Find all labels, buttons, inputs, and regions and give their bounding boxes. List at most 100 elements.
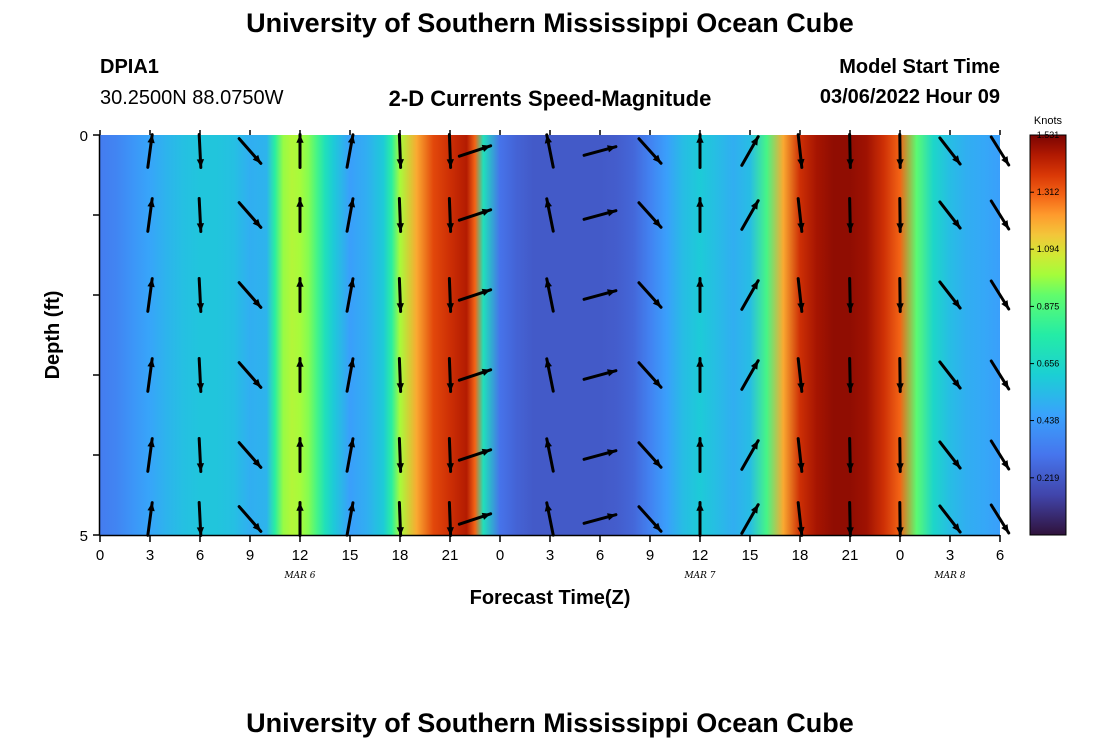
x-tick-label: 0 xyxy=(896,547,904,564)
x-tick-label: 15 xyxy=(342,547,359,564)
current-vector xyxy=(237,281,263,309)
x-tick-label: 0 xyxy=(96,547,104,564)
current-vector xyxy=(457,368,493,382)
current-vector xyxy=(345,133,356,169)
current-vector xyxy=(696,197,704,233)
x-tick-label: 9 xyxy=(646,547,654,564)
current-vector xyxy=(345,197,356,233)
current-vector xyxy=(345,277,356,313)
current-vector xyxy=(345,437,356,473)
current-vector xyxy=(237,505,263,533)
colorbar-tick-label: 0.656 xyxy=(1037,359,1060,369)
current-vector xyxy=(846,277,854,313)
current-vector xyxy=(296,277,304,313)
current-vector xyxy=(938,200,962,230)
current-vector xyxy=(846,437,854,473)
model-start-label: Model Start Time xyxy=(839,56,1000,78)
current-vector xyxy=(396,501,404,537)
current-vector xyxy=(796,197,805,233)
current-vector xyxy=(457,288,493,302)
current-vector xyxy=(989,279,1011,311)
x-tick-label: 9 xyxy=(246,547,254,564)
current-vector xyxy=(196,357,205,393)
current-vector xyxy=(237,441,263,469)
current-vector xyxy=(896,501,904,537)
x-axis-label: Forecast Time(Z) xyxy=(470,587,631,609)
current-vector xyxy=(582,209,618,221)
current-vector xyxy=(740,359,760,391)
x-tick-label: 12 xyxy=(692,547,709,564)
current-vector xyxy=(296,133,304,169)
current-vector xyxy=(446,133,454,169)
current-vector xyxy=(396,277,404,313)
current-vector xyxy=(196,133,205,169)
current-vector xyxy=(237,361,263,389)
x-tick-label: 6 xyxy=(996,547,1004,564)
x-tick-label: 3 xyxy=(946,547,954,564)
current-vector xyxy=(989,359,1011,391)
current-vector xyxy=(846,197,854,233)
chart-subtitle: 2-D Currents Speed-Magnitude xyxy=(388,86,712,111)
current-vector xyxy=(446,277,454,313)
station-id: DPIA1 xyxy=(100,56,159,78)
current-vector xyxy=(146,133,155,169)
current-vector xyxy=(544,277,555,313)
current-vector xyxy=(637,201,663,229)
colorbar-tick-label: 1.312 xyxy=(1037,187,1060,197)
current-vector xyxy=(989,503,1011,535)
current-vector xyxy=(896,133,904,169)
current-vector xyxy=(457,448,493,462)
colorbar-tick-label: 0.438 xyxy=(1037,416,1060,426)
current-vector xyxy=(696,277,704,313)
current-vector xyxy=(237,137,263,165)
current-vector xyxy=(796,277,805,313)
current-vector xyxy=(544,357,555,393)
station-coordinates: 30.2500N 88.0750W xyxy=(100,87,284,109)
date-label: MAR 8 xyxy=(933,571,965,581)
current-vector xyxy=(446,357,454,393)
current-vector xyxy=(296,501,304,537)
speed-field xyxy=(100,135,1000,535)
current-vector xyxy=(457,144,493,158)
x-tick-label: 0 xyxy=(496,547,504,564)
current-vector xyxy=(740,199,760,231)
current-vector xyxy=(296,437,304,473)
current-vector xyxy=(989,199,1011,231)
current-vector xyxy=(544,133,555,169)
x-tick-label: 6 xyxy=(596,547,604,564)
current-vector xyxy=(796,133,805,169)
current-vector xyxy=(457,208,493,222)
x-tick-label: 15 xyxy=(742,547,759,564)
current-vector xyxy=(938,504,962,534)
x-tick-label: 18 xyxy=(792,547,809,564)
colorbar-unit-label: Knots xyxy=(1034,115,1063,127)
current-vector xyxy=(989,439,1011,471)
current-vector xyxy=(396,133,404,169)
current-vector xyxy=(146,197,155,233)
x-tick-label: 18 xyxy=(392,547,409,564)
current-vector xyxy=(146,437,155,473)
current-vector xyxy=(446,197,454,233)
x-tick-label: 12 xyxy=(292,547,309,564)
y-axis-label: Depth (ft) xyxy=(42,291,64,380)
date-label: MAR 6 xyxy=(283,571,315,581)
current-vector xyxy=(696,133,704,169)
current-vector xyxy=(296,197,304,233)
current-vector xyxy=(396,437,404,473)
current-vector xyxy=(846,501,854,537)
current-vector xyxy=(637,281,663,309)
current-vector xyxy=(146,501,155,537)
page-title: University of Southern Mississippi Ocean… xyxy=(246,8,854,38)
current-vector xyxy=(582,449,618,461)
current-vector xyxy=(146,357,155,393)
current-vector xyxy=(896,277,904,313)
x-tick-label: 3 xyxy=(546,547,554,564)
colorbar-tick-label: 1.094 xyxy=(1037,244,1060,254)
current-vector xyxy=(696,357,704,393)
current-vector xyxy=(544,501,555,537)
current-vector xyxy=(696,501,704,537)
current-vector xyxy=(740,279,760,311)
model-start-value: 03/06/2022 Hour 09 xyxy=(819,86,1000,108)
current-vector xyxy=(846,357,854,393)
current-vector xyxy=(196,277,205,313)
